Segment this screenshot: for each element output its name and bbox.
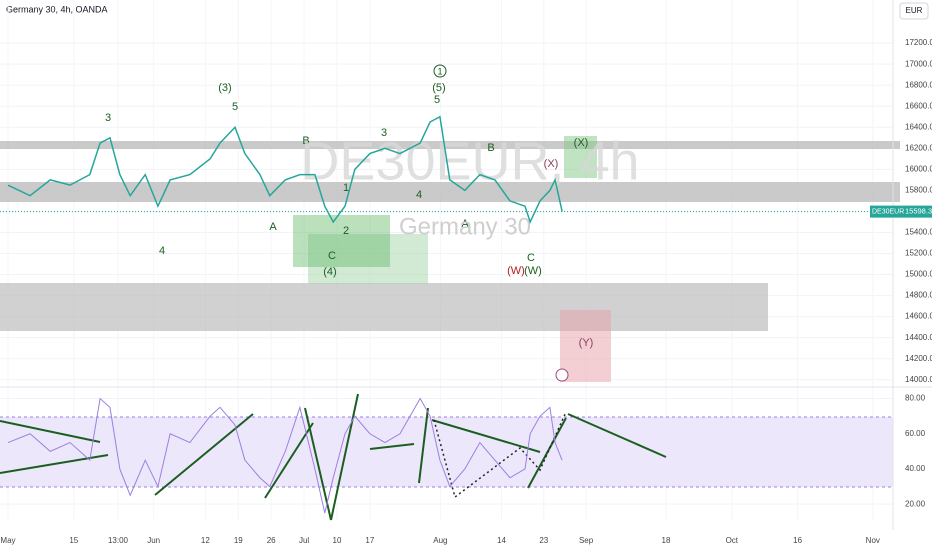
trendline <box>369 443 415 450</box>
wave-label: A <box>461 218 469 230</box>
y-tick-label: 17200.0 <box>905 38 932 47</box>
y-tick-label: 17000.0 <box>905 59 932 68</box>
wave-label: C <box>328 250 336 262</box>
wave-label: C <box>527 252 535 264</box>
x-tick-label: Oct <box>726 536 739 545</box>
zones <box>0 0 932 530</box>
wave-label: (Y) <box>579 337 594 349</box>
y-tick-label: 16000.0 <box>905 164 932 173</box>
annotations: 3 (3) 5 B 3 1 (5) 5 B (X) (X) 1 4 A A 2 … <box>105 66 593 349</box>
wave-label: B <box>302 135 309 147</box>
x-tick-label: 17 <box>365 536 374 545</box>
wave-label: (3) <box>218 82 231 94</box>
x-tick-label: 13:00 <box>108 536 129 545</box>
wave-label: 5 <box>434 94 440 106</box>
trendline <box>154 413 254 496</box>
currency-label: EUR <box>906 6 923 15</box>
rsi-line <box>7 397 563 514</box>
y-tick-label: 15000.0 <box>905 270 932 279</box>
wave-label: (X) <box>574 137 589 149</box>
x-tick-label: 19 <box>234 536 243 545</box>
x-tick-label: Jun <box>147 536 160 545</box>
y-tick-label: 14400.0 <box>905 333 932 342</box>
x-tick-label: 26 <box>267 536 276 545</box>
x-tick-label: 12 <box>201 536 210 545</box>
alert-icon[interactable] <box>555 368 569 382</box>
header-title: Germany 30, 4h, OANDA <box>6 4 108 14</box>
x-tick-label: 14 <box>497 536 506 545</box>
y-tick-label: 15400.0 <box>905 228 932 237</box>
last-price-label: 15598.3 <box>905 207 932 216</box>
wave-label: (5) <box>432 82 445 94</box>
trendline <box>330 393 359 521</box>
y-tick-label: 15200.0 <box>905 249 932 258</box>
wave-label: (X) <box>544 158 559 170</box>
wave-label: 5 <box>232 101 238 113</box>
wave-label: B <box>487 142 494 154</box>
wave-label: 1 <box>343 182 349 194</box>
wave-label: 3 <box>105 112 111 124</box>
trendline <box>264 422 314 499</box>
x-tick-label: May <box>0 536 15 545</box>
trendline <box>0 420 101 443</box>
wave-label: (W) <box>524 265 542 277</box>
y-tick-label: 16400.0 <box>905 122 932 131</box>
wave-label: 3 <box>381 127 387 139</box>
y-tick-label: 14000.0 <box>905 375 932 384</box>
wave-label: A <box>269 221 277 233</box>
wave-label: (W) <box>507 265 525 277</box>
trendline <box>567 413 667 458</box>
y-tick-label: 14200.0 <box>905 354 932 363</box>
price-line <box>7 115 563 224</box>
x-tick-label: Jul <box>299 536 309 545</box>
zone <box>0 182 900 202</box>
wave-circle <box>433 64 447 78</box>
x-tick-label: 16 <box>793 536 802 545</box>
currency-button[interactable] <box>899 2 929 20</box>
rsi-trendlines <box>0 393 667 521</box>
box <box>560 310 611 382</box>
y-tick-label: 14600.0 <box>905 312 932 321</box>
y-tick-label: 16200.0 <box>905 143 932 152</box>
x-tick-label: 18 <box>662 536 671 545</box>
wave-label: 4 <box>159 245 165 257</box>
trendline <box>304 407 332 521</box>
x-tick-label: Nov <box>866 536 880 545</box>
trendline <box>527 417 567 489</box>
zone <box>0 283 768 331</box>
y2-tick-label: 80.00 <box>905 394 926 403</box>
y-tick-label: 16600.0 <box>905 101 932 110</box>
x-tick-label: Sep <box>579 536 594 545</box>
watermark-sub: Germany 30 <box>399 213 531 240</box>
y2-tick-label: 40.00 <box>905 464 926 473</box>
x-tick-label: 10 <box>333 536 342 545</box>
wave-label: 4 <box>416 189 422 201</box>
box <box>564 136 597 178</box>
y-tick-label: 15800.0 <box>905 186 932 195</box>
x-tick-label: Aug <box>433 536 447 545</box>
wave-label: 1 <box>437 66 442 76</box>
trendline <box>418 407 429 484</box>
box <box>308 234 428 284</box>
wave-label: 2 <box>343 225 349 237</box>
x-tick-label: 23 <box>539 536 548 545</box>
x-tick-label: 15 <box>69 536 78 545</box>
wave-label: (4) <box>323 266 336 278</box>
symbol-badge-label: DE30EUR <box>872 208 904 215</box>
y2-tick-label: 20.00 <box>905 499 926 508</box>
trendline <box>431 419 541 453</box>
watermark: DE30EUR, 4h <box>300 131 639 191</box>
y2-tick-label: 60.00 <box>905 429 926 438</box>
rsi-band <box>0 417 893 487</box>
y-tick-label: 16800.0 <box>905 80 932 89</box>
zone <box>0 141 900 149</box>
y-tick-label: 14800.0 <box>905 291 932 300</box>
dotted-path <box>433 411 567 499</box>
box <box>293 215 390 267</box>
price-badge <box>870 205 932 218</box>
